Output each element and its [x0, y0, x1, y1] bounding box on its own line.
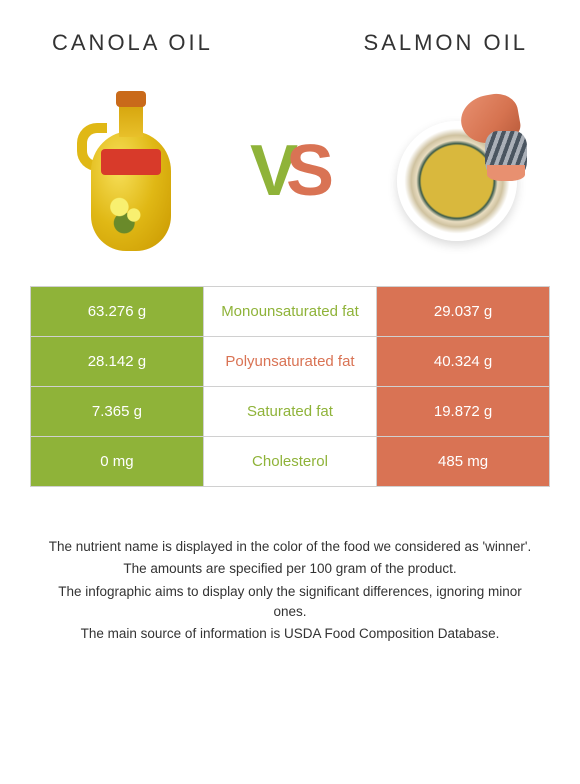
- vs-label: V S: [250, 130, 330, 212]
- table-row: 7.365 gSaturated fat19.872 g: [31, 387, 550, 437]
- nutrient-name-cell: Monounsaturated fat: [203, 287, 376, 337]
- footer-line: The amounts are specified per 100 gram o…: [42, 559, 538, 579]
- vs-s: S: [286, 130, 330, 212]
- header: CANOLA OIL SALMON OIL: [0, 0, 580, 56]
- table-row: 0 mgCholesterol485 mg: [31, 437, 550, 487]
- nutrient-name-cell: Polyunsaturated fat: [203, 337, 376, 387]
- left-value-cell: 0 mg: [31, 437, 204, 487]
- nutrient-name-cell: Saturated fat: [203, 387, 376, 437]
- footer-line: The nutrient name is displayed in the co…: [42, 537, 538, 557]
- comparison-table: 63.276 gMonounsaturated fat29.037 g28.14…: [30, 286, 550, 487]
- left-value-cell: 28.142 g: [31, 337, 204, 387]
- salmon-image: [377, 86, 527, 256]
- right-value-cell: 40.324 g: [377, 337, 550, 387]
- nutrient-name-cell: Cholesterol: [203, 437, 376, 487]
- left-title: CANOLA OIL: [52, 30, 213, 56]
- footer-notes: The nutrient name is displayed in the co…: [0, 487, 580, 644]
- salmon-oil-icon: [377, 91, 527, 251]
- canola-bottle-icon: [73, 91, 183, 251]
- hero-section: V S: [0, 56, 580, 276]
- footer-line: The main source of information is USDA F…: [42, 624, 538, 644]
- right-value-cell: 485 mg: [377, 437, 550, 487]
- table-row: 28.142 gPolyunsaturated fat40.324 g: [31, 337, 550, 387]
- right-value-cell: 29.037 g: [377, 287, 550, 337]
- table-row: 63.276 gMonounsaturated fat29.037 g: [31, 287, 550, 337]
- right-value-cell: 19.872 g: [377, 387, 550, 437]
- left-value-cell: 7.365 g: [31, 387, 204, 437]
- left-value-cell: 63.276 g: [31, 287, 204, 337]
- right-title: SALMON OIL: [364, 30, 528, 56]
- footer-line: The infographic aims to display only the…: [42, 582, 538, 623]
- canola-image: [53, 86, 203, 256]
